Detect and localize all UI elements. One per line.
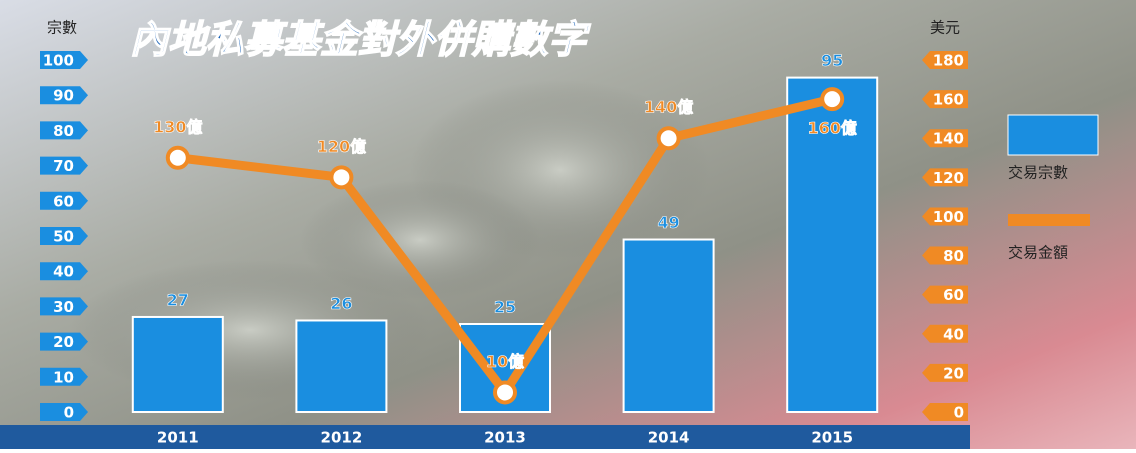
bar	[622, 238, 715, 413]
y-tick-label: 80	[53, 122, 74, 140]
line-point	[820, 87, 845, 112]
bar	[786, 76, 879, 413]
y-tick-tag	[40, 51, 88, 69]
y2-tick-label: 160	[933, 91, 964, 109]
y2-tick-tag	[922, 51, 968, 69]
legend-swatch	[1007, 114, 1099, 156]
y2-tick-tag	[922, 363, 968, 382]
y-tick-tag	[40, 156, 88, 175]
y-tick-tag	[40, 332, 88, 351]
y-tick-label: 100	[43, 52, 74, 70]
x-tick-label: 2014	[648, 429, 690, 447]
y-tick-tag	[40, 191, 88, 210]
bar-value-label: 26	[330, 294, 352, 313]
x-axis-band	[0, 425, 970, 449]
y2-tick-label: 140	[933, 130, 964, 148]
background-coin	[300, 180, 540, 300]
y2-tick-label: 100	[933, 208, 964, 226]
y-tick-tag	[40, 227, 88, 245]
y2-tick-label: 20	[943, 364, 964, 382]
y2-tick-tag	[922, 246, 968, 265]
y-tick-label: 20	[53, 333, 74, 351]
line-value-label: 130億	[153, 117, 202, 136]
y2-tick-tag	[922, 285, 968, 304]
y2-tick-label: 0	[954, 404, 964, 422]
line-value-label: 160億	[807, 119, 856, 138]
bar-value-label: 49	[657, 213, 679, 232]
x-tick-label: 2011	[157, 429, 199, 447]
y2-tick-tag	[922, 168, 968, 187]
bar-value-label: 27	[167, 290, 189, 309]
y-tick-label: 50	[53, 228, 74, 246]
y-tick-tag	[40, 262, 88, 281]
bar	[295, 319, 388, 414]
line-value-label: 120億	[317, 137, 366, 156]
y2-tick-label: 40	[943, 325, 964, 343]
y-tick-tag	[40, 403, 88, 421]
y-tick-label: 10	[53, 368, 74, 386]
line-value-label: 140億	[644, 98, 693, 117]
y2-tick-tag	[922, 90, 968, 109]
line-point	[493, 380, 517, 405]
y2-tick-label: 80	[943, 247, 964, 265]
legend-swatch	[1008, 214, 1090, 226]
y2-tick-label: 120	[933, 169, 964, 187]
y-axis-title: 宗數	[47, 19, 77, 37]
y2-tick-label: 180	[933, 52, 964, 70]
chart-title: 內地私募基金對外併購數字	[130, 18, 591, 62]
bar-value-label: 25	[494, 298, 516, 317]
y-tick-tag	[40, 121, 88, 140]
y2-tick-tag	[922, 207, 968, 226]
y-tick-label: 40	[53, 263, 74, 281]
x-tick-label: 2012	[321, 429, 363, 447]
y-tick-label: 0	[64, 404, 74, 422]
legend-label: 交易金額	[1008, 244, 1068, 262]
line-point	[165, 145, 190, 170]
x-tick-label: 2013	[484, 429, 526, 447]
y-tick-tag	[40, 297, 88, 316]
x-tick-label: 2015	[811, 429, 853, 447]
y-tick-tag	[40, 86, 88, 105]
y-tick-label: 30	[53, 298, 74, 316]
y-tick-label: 70	[53, 157, 74, 175]
y2-tick-label: 60	[943, 286, 964, 304]
y2-tick-tag	[922, 403, 968, 421]
bar-value-label: 95	[821, 51, 843, 70]
legend-label: 交易宗數	[1008, 164, 1068, 182]
line-value-label: 10億	[486, 352, 524, 371]
line-point	[656, 126, 681, 151]
bar	[131, 315, 224, 413]
line-point	[329, 165, 354, 190]
y2-tick-tag	[922, 324, 968, 343]
y-tick-label: 60	[53, 192, 74, 210]
y2-tick-tag	[922, 129, 968, 148]
y-tick-label: 90	[53, 87, 74, 105]
y-tick-tag	[40, 367, 88, 386]
y2-axis-title: 美元	[930, 19, 960, 37]
